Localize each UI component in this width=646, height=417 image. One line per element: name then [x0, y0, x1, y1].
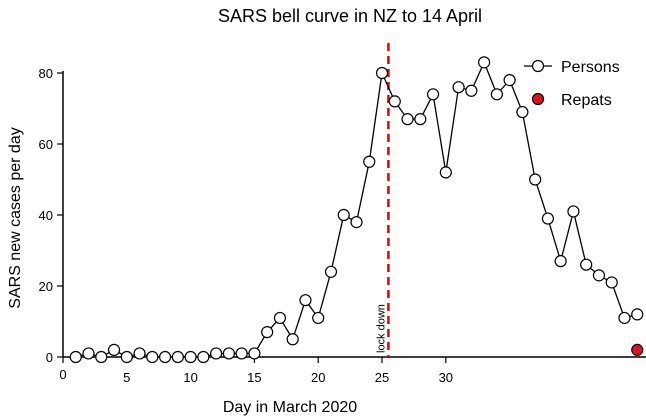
data-point-persons-27: [401, 113, 414, 126]
x-tick-label-30: 30: [439, 370, 453, 385]
legend-label-persons: Persons: [561, 59, 620, 76]
x-tick-label-5: 5: [123, 370, 130, 385]
legend-marker-persons: [531, 59, 545, 73]
data-point-persons-26: [388, 95, 401, 108]
data-point-persons-18: [286, 333, 299, 346]
data-point-persons-36: [516, 105, 529, 119]
data-point-persons-10: [184, 350, 197, 364]
series-layer: [69, 56, 644, 364]
x-tick-label-10: 10: [183, 370, 197, 385]
legend-item-persons: Persons: [524, 59, 620, 76]
y-tick-label-0: 0: [46, 350, 53, 365]
data-point-persons-25: [375, 66, 389, 80]
legend-label-repats: Repats: [561, 92, 612, 109]
x-tick-label-25: 25: [375, 370, 389, 385]
data-point-persons-21: [324, 265, 338, 278]
axes: [62, 71, 646, 358]
data-point-persons-35: [503, 73, 516, 87]
data-point-persons-33: [478, 56, 491, 69]
data-point-persons-32: [465, 84, 478, 97]
data-point-persons-2: [82, 347, 95, 360]
data-point-persons-38: [541, 212, 555, 225]
data-point-persons-17: [273, 311, 287, 325]
data-point-persons-23: [350, 216, 363, 229]
data-point-persons-22: [337, 208, 350, 222]
data-point-persons-31: [452, 81, 465, 94]
x-axis-label: Day in March 2020: [223, 399, 357, 416]
data-point-persons-34: [490, 88, 503, 101]
data-point-persons-9: [171, 350, 184, 364]
data-point-persons-5: [120, 350, 133, 364]
data-point-persons-8: [158, 350, 172, 364]
data-point-persons-4: [107, 343, 121, 356]
data-point-persons-37: [529, 173, 542, 186]
legend: Persons Repats: [524, 59, 620, 109]
chart-title: SARS bell curve in NZ to 14 April: [218, 6, 482, 26]
data-point-persons-41: [580, 258, 593, 271]
data-point-persons-43: [605, 276, 618, 289]
data-point-persons-40: [567, 205, 580, 218]
legend-marker-repats: [531, 92, 545, 106]
data-point-persons-7: [146, 350, 159, 364]
data-point-persons-11: [197, 350, 210, 364]
data-point-persons-6: [133, 347, 146, 360]
data-point-persons-19: [299, 294, 312, 307]
data-point-persons-14: [235, 347, 248, 360]
data-point-persons-15: [248, 347, 261, 360]
data-point-persons-16: [261, 326, 274, 339]
x-tick-label-20: 20: [311, 370, 325, 385]
data-point-repats-45: [631, 343, 644, 356]
legend-item-repats: Repats: [531, 92, 612, 109]
data-point-persons-3: [95, 350, 108, 364]
x-tick-label-0: 0: [59, 367, 66, 382]
data-point-persons-39: [554, 255, 567, 268]
series-repats: [631, 343, 644, 356]
data-point-persons-45: [631, 308, 644, 321]
data-point-persons-20: [312, 311, 325, 325]
y-axis-label: SARS new cases per day: [7, 127, 24, 308]
annotations: lock down: [375, 43, 390, 357]
y-ticks: 0 20 40 60 80: [39, 66, 63, 365]
y-tick-label-60: 60: [39, 137, 53, 152]
y-tick-label-80: 80: [39, 66, 53, 81]
lockdown-label: lock down: [375, 304, 387, 353]
data-point-persons-44: [618, 311, 631, 325]
data-point-persons-12: [210, 347, 223, 360]
data-point-persons-13: [222, 347, 235, 360]
data-point-persons-28: [414, 113, 427, 126]
data-point-persons-29: [426, 88, 440, 101]
y-tick-label-40: 40: [39, 208, 53, 223]
y-tick-label-20: 20: [39, 279, 53, 294]
data-point-persons-42: [592, 269, 606, 282]
series-line-persons: [75, 60, 638, 358]
data-point-persons-24: [363, 155, 376, 168]
series-persons: [69, 56, 644, 364]
data-point-persons-1: [69, 350, 82, 364]
x-ticks: 0 5 10 15 20 25 30: [59, 357, 453, 385]
x-tick-label-15: 15: [247, 370, 261, 385]
data-point-persons-30: [439, 166, 452, 179]
